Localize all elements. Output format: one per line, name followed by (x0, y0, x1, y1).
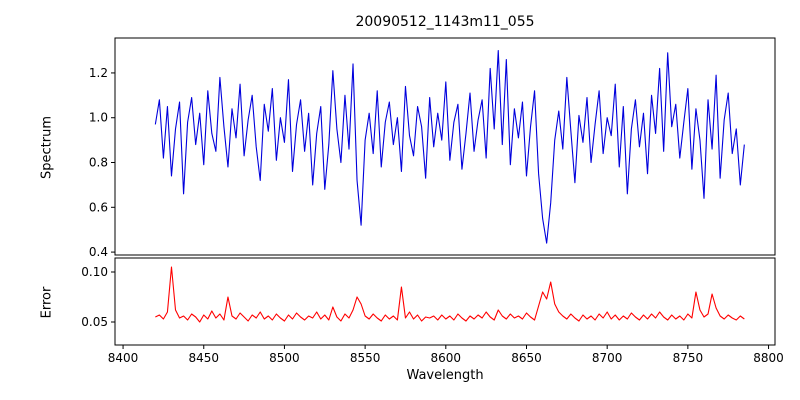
spectrum-panel-border (114, 37, 776, 256)
error-line (155, 266, 745, 323)
y-tick-label: 0.10 (81, 265, 108, 279)
x-tick-label: 8750 (673, 351, 704, 365)
x-tick-label: 8400 (108, 351, 139, 365)
y-tick-label: 0.4 (89, 245, 108, 259)
x-tick-label: 8500 (269, 351, 300, 365)
x-axis-label: Wavelength (406, 368, 484, 383)
x-tick-label: 8650 (511, 351, 542, 365)
y-tick-label: 0.05 (81, 315, 108, 329)
y-tick-label: 1.2 (89, 66, 108, 80)
x-tick-label: 8700 (592, 351, 623, 365)
error-panel-border (114, 257, 776, 346)
spectrum-line (154, 49, 745, 244)
x-tick-label: 8600 (431, 351, 462, 365)
x-tick-label: 8800 (753, 351, 784, 365)
y-tick-label: 0.8 (89, 156, 108, 170)
chart-title: 20090512_1143m11_055 (355, 14, 535, 30)
y-tick-label: 0.6 (89, 200, 108, 214)
x-tick-label: 8450 (188, 351, 219, 365)
y-tick-label: 1.0 (89, 111, 108, 125)
x-tick-label: 8550 (350, 351, 381, 365)
